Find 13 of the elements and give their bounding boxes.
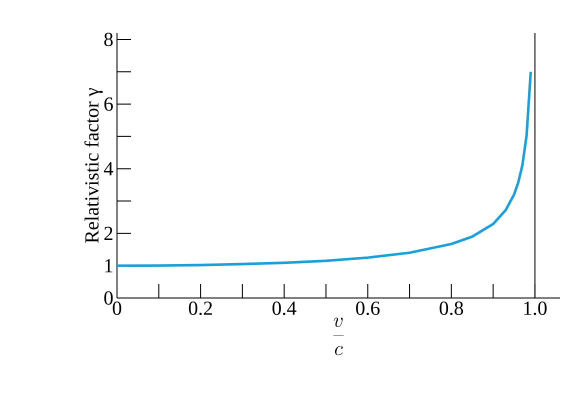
y-axis-title: Relativistic factor γ [84, 88, 103, 243]
x-axis-title: $\frac{v}{c}$ [333, 318, 344, 356]
y-tick-label: 8 [104, 32, 113, 46]
x-tick-label: 1.0 [524, 302, 547, 316]
x-tick-label: 0.4 [272, 302, 296, 316]
y-tick-label: 0 [104, 291, 113, 305]
x-tick-label: 0.2 [188, 302, 212, 316]
x-tick-label: 0.6 [356, 302, 380, 316]
y-tick-label: 6 [104, 97, 113, 111]
y-tick-label: 1 [105, 259, 112, 272]
y-tick-label: 4 [104, 162, 114, 176]
y-tick-label: 2 [104, 226, 112, 240]
x-tick-label: 0.8 [440, 302, 464, 316]
